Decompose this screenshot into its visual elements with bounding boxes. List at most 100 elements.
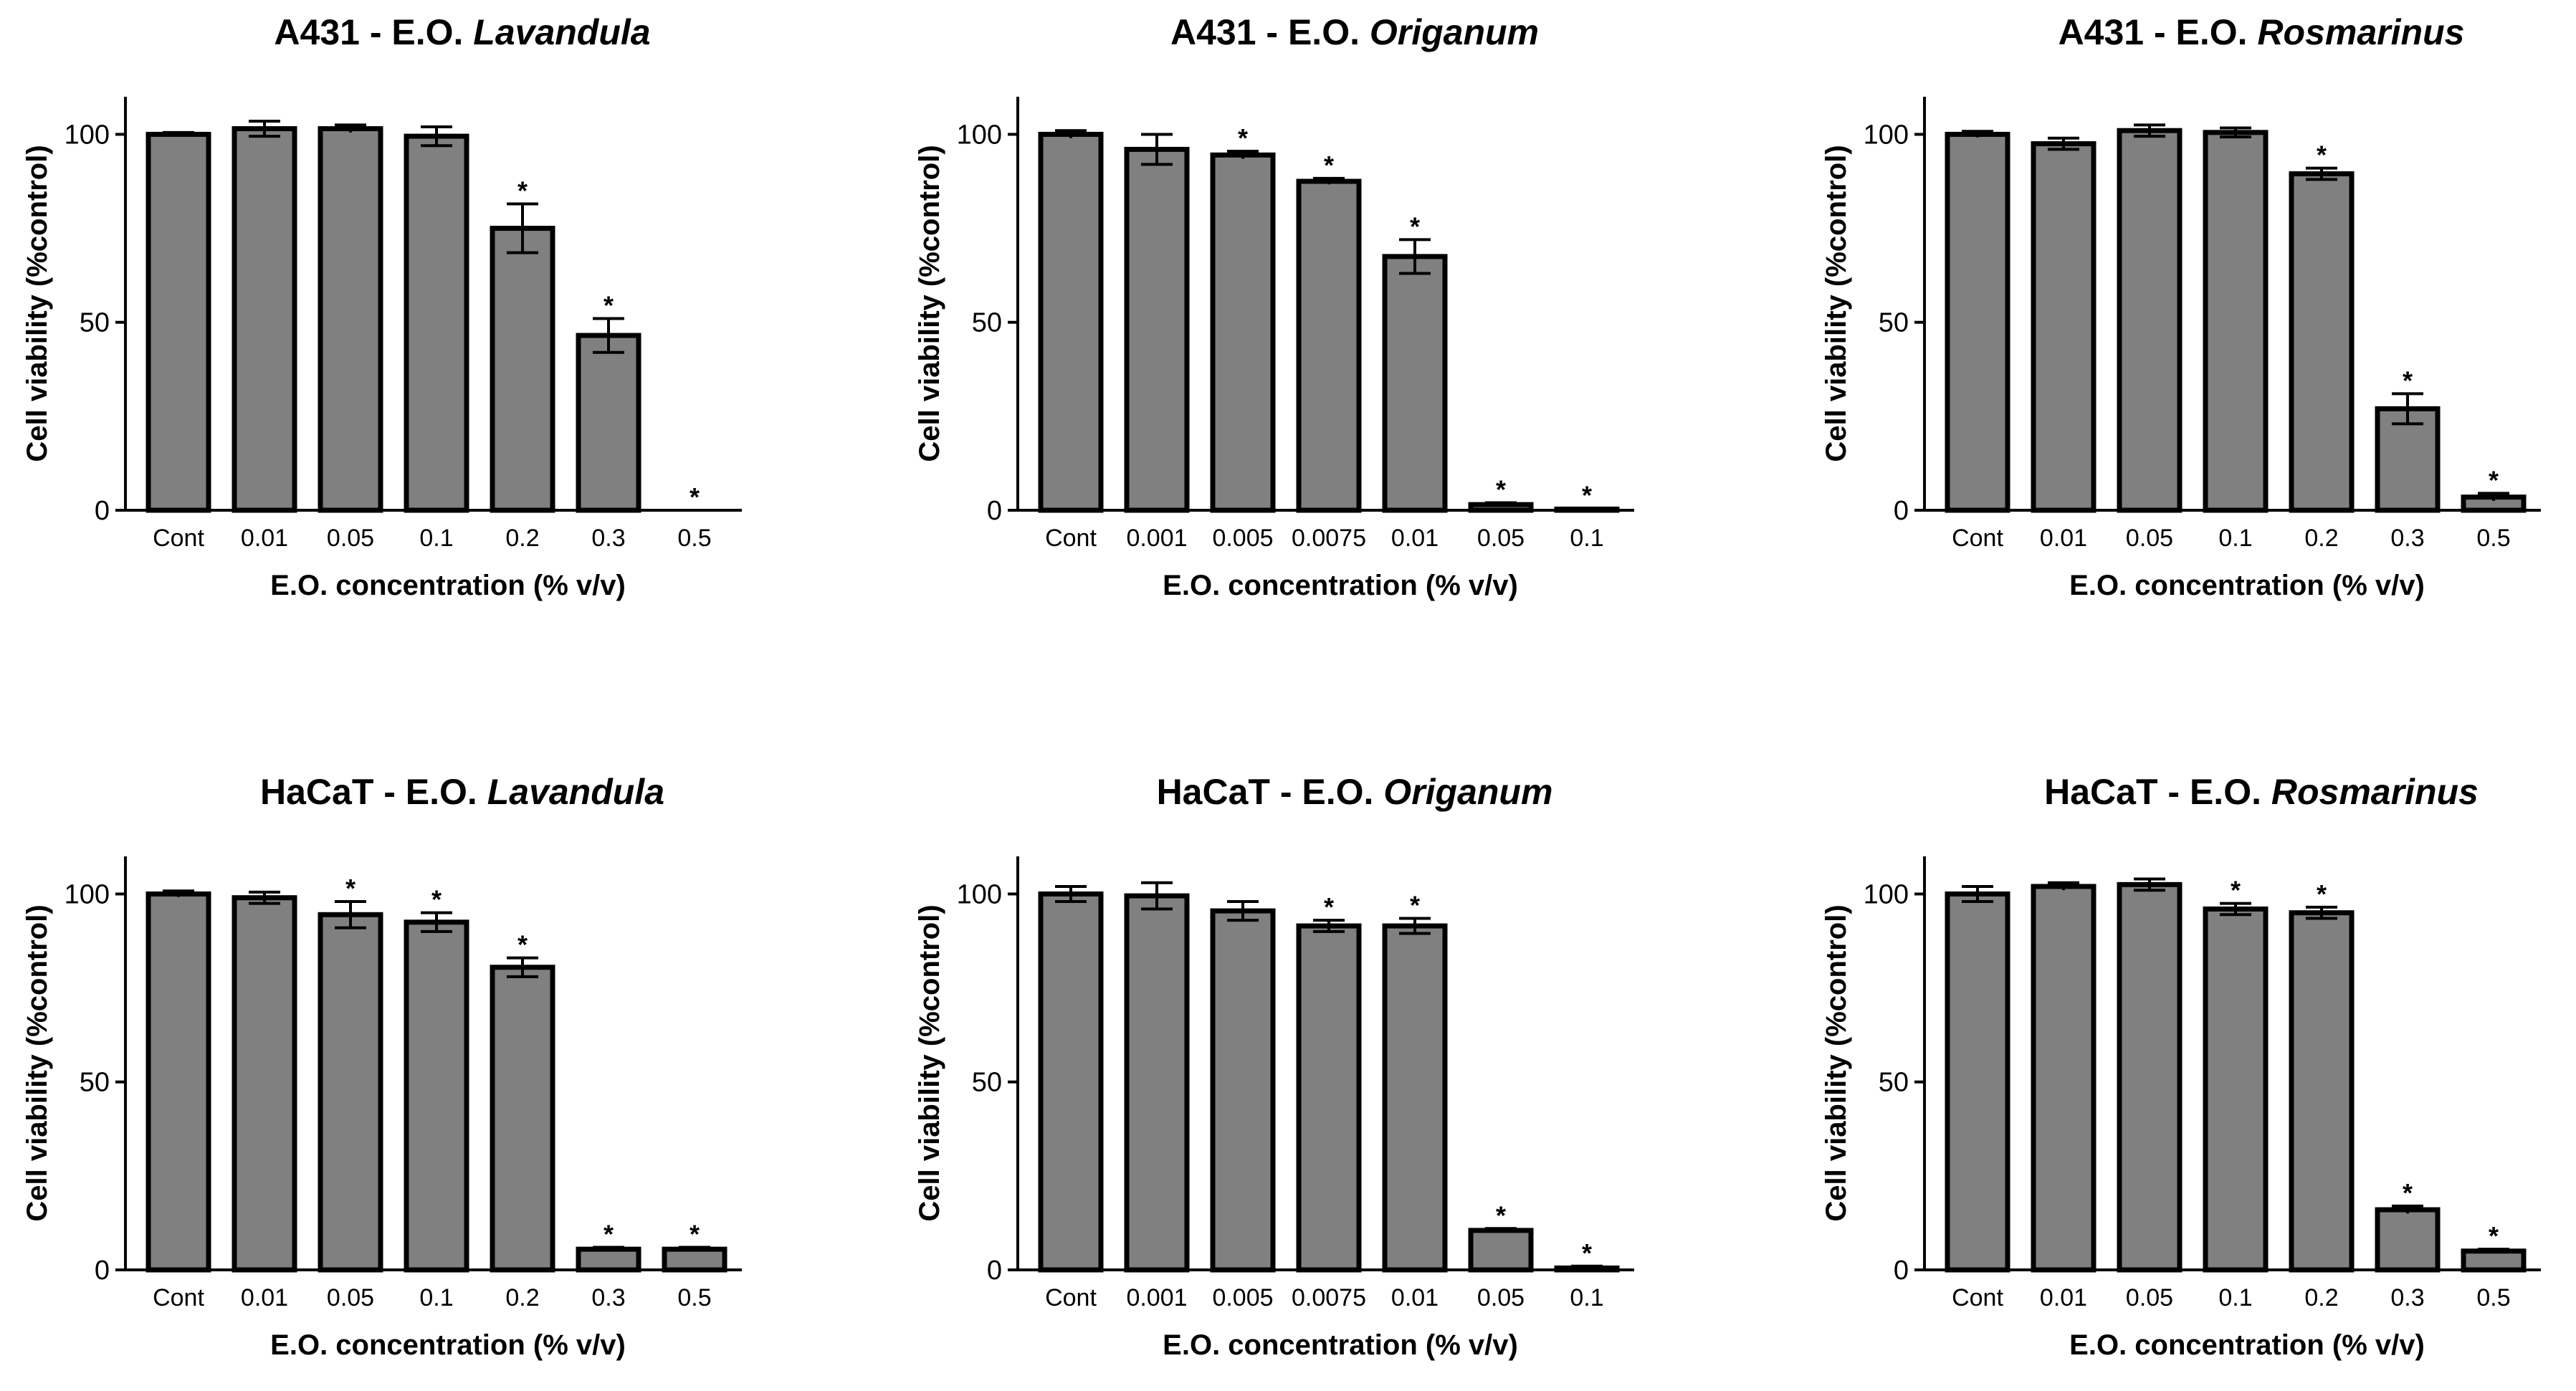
x-tick-label: 0.001 — [1126, 525, 1187, 552]
significance-star: * — [517, 176, 528, 205]
significance-star: * — [604, 290, 614, 320]
x-tick-label: Cont — [153, 1284, 204, 1311]
chart-title-prefix: HaCaT - E.O. — [260, 772, 487, 812]
significance-star: * — [345, 874, 356, 903]
chart-panel-hacat-rosmarinus: HaCaT - E.O. Rosmarinus Cell viability (%… — [1813, 760, 2576, 1390]
bar-0.1 — [2203, 906, 2269, 1273]
bar-0.05 — [2117, 128, 2183, 513]
x-tick-label: Cont — [1045, 525, 1097, 552]
bar-0.2 — [490, 965, 555, 1273]
significance-star: * — [2231, 876, 2241, 905]
chart-svg: A431 - E.O. Lavandula Cell viability (%co… — [22, 12, 742, 601]
chart-title-prefix: HaCaT - E.O. — [1157, 772, 1384, 812]
chart-title: A431 - E.O. Lavandula — [274, 12, 650, 52]
y-tick-label: 50 — [80, 308, 110, 338]
y-tick-label: 100 — [65, 120, 110, 150]
bar-0.001 — [1124, 893, 1190, 1273]
y-axis-label: Cell viability (%control) — [22, 904, 53, 1221]
x-tick-label: 0.3 — [2390, 1284, 2424, 1311]
x-tick-label: 0.1 — [2218, 525, 2252, 552]
x-tick-label: 0.01 — [1391, 1284, 1439, 1311]
significance-star: * — [604, 1220, 614, 1249]
y-tick-label: 50 — [1879, 1068, 1909, 1098]
x-tick-label: 0.01 — [1391, 525, 1439, 552]
bar-0.05 — [318, 126, 383, 513]
x-tick-label: Cont — [1952, 525, 2003, 552]
bar-0.005 — [1210, 908, 1276, 1273]
x-tick-label: 0.2 — [2304, 525, 2338, 552]
x-tick-label: 0.1 — [1570, 1284, 1603, 1311]
x-tick-label: 0.2 — [505, 1284, 539, 1311]
significance-star: * — [2403, 1178, 2413, 1208]
x-tick-label: 0.05 — [327, 525, 374, 552]
x-tick-label: 0.1 — [419, 1284, 453, 1311]
chart-title: HaCaT - E.O. Rosmarinus — [2044, 772, 2479, 812]
significance-star: * — [2489, 1221, 2499, 1251]
bar-0.05 — [2117, 881, 2183, 1273]
bar-0.0075 — [1296, 178, 1362, 513]
significance-star: * — [1324, 892, 1334, 922]
x-tick-label: 0.01 — [241, 1284, 288, 1311]
x-tick-label: 0.5 — [2476, 1284, 2510, 1311]
bar-0.01 — [232, 895, 297, 1273]
y-axis-label: Cell viability (%control) — [914, 145, 945, 462]
x-tick-label: 0.05 — [1477, 1284, 1525, 1311]
y-axis-label: Cell viability (%control) — [22, 145, 53, 462]
x-axis-label: E.O. concentration (% v/v) — [270, 570, 626, 601]
x-tick-label: 0.3 — [2390, 525, 2424, 552]
x-tick-label: 0.01 — [241, 525, 288, 552]
bar-0.2 — [2289, 910, 2355, 1273]
bar-0.3 — [2375, 1207, 2441, 1273]
chart-svg: A431 - E.O. Origanum Cell viability (%con… — [914, 12, 1634, 601]
x-tick-label: 0.01 — [2040, 525, 2087, 552]
chart-title: HaCaT - E.O. Origanum — [1157, 772, 1553, 812]
significance-star: * — [1582, 1238, 1592, 1268]
x-tick-label: 0.0075 — [1292, 525, 1366, 552]
chart-panel-a431-rosmarinus: A431 - E.O. Rosmarinus Cell viability (%c… — [1813, 0, 2576, 631]
bar-Cont — [1945, 131, 2010, 513]
x-tick-label: 0.2 — [505, 525, 539, 552]
significance-star: * — [1582, 480, 1592, 510]
significance-star: * — [517, 930, 528, 960]
significance-star: * — [690, 1220, 700, 1249]
bar-0.01 — [2031, 141, 2096, 513]
bar-0.01 — [1382, 254, 1448, 513]
significance-star: * — [1410, 891, 1420, 920]
x-axis-label: E.O. concentration (% v/v) — [2069, 1329, 2425, 1361]
chart-title-species: Lavandula — [473, 12, 650, 52]
y-tick-label: 50 — [1879, 308, 1909, 338]
chart-title: HaCaT - E.O. Lavandula — [260, 772, 664, 812]
x-tick-label: 0.05 — [2126, 1284, 2173, 1311]
x-tick-label: 0.3 — [591, 525, 625, 552]
bar-0.2 — [2289, 171, 2355, 513]
chart-title-species: Rosmarinus — [2257, 12, 2464, 52]
x-tick-label: 0.0075 — [1292, 1284, 1366, 1311]
x-tick-label: 0.01 — [2040, 1284, 2087, 1311]
y-axis-label: Cell viability (%control) — [1821, 904, 1852, 1221]
bar-0.1 — [2203, 130, 2269, 513]
y-tick-label: 0 — [95, 496, 110, 526]
chart-title: A431 - E.O. Origanum — [1170, 12, 1539, 52]
bar-Cont — [1945, 891, 2010, 1273]
chart-panel-a431-lavandula: A431 - E.O. Lavandula Cell viability (%co… — [14, 0, 860, 631]
chart-title-species: Origanum — [1383, 772, 1552, 812]
chart-title-prefix: HaCaT - E.O. — [2044, 772, 2271, 812]
chart-panel-hacat-lavandula: HaCaT - E.O. Lavandula Cell viability (%c… — [14, 760, 860, 1390]
x-tick-label: 0.5 — [677, 525, 711, 552]
y-axis-label: Cell viability (%control) — [1821, 145, 1852, 462]
y-tick-label: 100 — [1864, 879, 1909, 909]
chart-title-prefix: A431 - E.O. — [274, 12, 473, 52]
y-tick-label: 0 — [1894, 496, 1909, 526]
x-tick-label: 0.05 — [2126, 525, 2173, 552]
x-axis-label: E.O. concentration (% v/v) — [1163, 1329, 1518, 1361]
x-tick-label: Cont — [1045, 1284, 1097, 1311]
bar-Cont — [146, 131, 211, 513]
x-axis-label: E.O. concentration (% v/v) — [270, 1329, 626, 1361]
significance-star: * — [431, 885, 442, 914]
bar-0.2 — [490, 226, 555, 513]
chart-svg: A431 - E.O. Rosmarinus Cell viability (%c… — [1821, 12, 2541, 601]
x-tick-label: 0.5 — [2476, 525, 2510, 552]
significance-star: * — [1238, 123, 1248, 153]
y-tick-label: 0 — [95, 1256, 110, 1286]
